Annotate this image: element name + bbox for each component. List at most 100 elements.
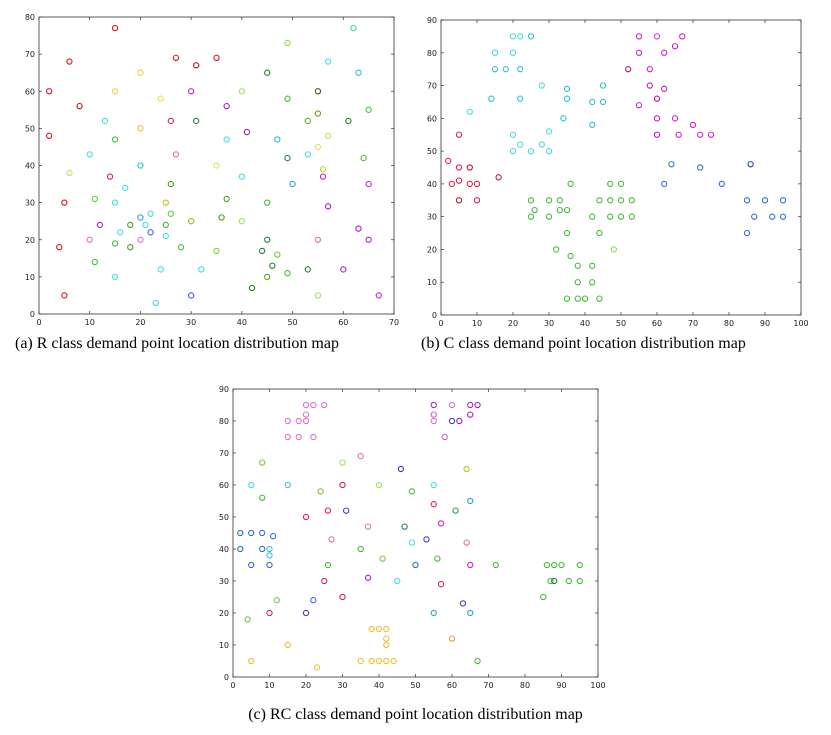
y-tick-label: 20 <box>219 609 229 618</box>
demand-point <box>238 173 246 180</box>
x-tick-label: 50 <box>410 681 420 690</box>
demand-point <box>488 95 495 102</box>
demand-point <box>456 417 463 425</box>
demand-point <box>635 49 643 56</box>
demand-point <box>697 164 704 171</box>
x-tick-label: 20 <box>508 319 518 328</box>
demand-point <box>617 197 625 204</box>
demand-point <box>61 199 68 206</box>
demand-point <box>324 58 332 65</box>
demand-point <box>266 552 273 559</box>
x-tick-label: 20 <box>135 318 145 327</box>
demand-point <box>147 229 154 236</box>
demand-point <box>467 561 474 569</box>
demand-point <box>365 106 372 113</box>
demand-point <box>266 545 273 553</box>
demand-point <box>743 229 751 237</box>
y-tick-label: 40 <box>427 180 437 189</box>
demand-point <box>157 95 164 102</box>
demand-point <box>122 184 129 191</box>
demand-point <box>302 513 310 521</box>
demand-point <box>324 132 332 139</box>
demand-point <box>437 520 445 527</box>
demand-point <box>66 58 73 65</box>
demand-point <box>364 523 372 530</box>
demand-point <box>589 262 596 269</box>
demand-point <box>502 66 509 73</box>
demand-point <box>675 131 682 138</box>
chart-rc-class: 0 10 20 30 40 50 60 70 80 90 100 0 10 20 30 40 50 60 70 80 9… <box>219 385 606 690</box>
demand-point <box>162 199 169 206</box>
demand-point <box>599 98 607 106</box>
demand-point <box>193 62 200 69</box>
demand-point <box>607 213 614 220</box>
demand-point <box>295 417 302 425</box>
y-tick-label: 80 <box>427 49 437 58</box>
demand-point <box>319 173 327 180</box>
demand-point <box>383 657 390 665</box>
demand-point <box>177 244 185 251</box>
caption-rc-class: (c) RC class demand point location distr… <box>248 706 583 723</box>
demand-point <box>302 411 310 418</box>
demand-point <box>317 488 324 495</box>
demand-point <box>357 657 364 665</box>
demand-point <box>617 180 625 188</box>
demand-point <box>111 240 119 247</box>
x-tick-label: 100 <box>590 681 605 690</box>
demand-point <box>238 88 246 95</box>
x-tick-label: 60 <box>338 318 348 327</box>
demand-point <box>360 154 367 162</box>
demand-point <box>448 401 456 409</box>
demand-point <box>574 262 581 269</box>
demand-point <box>321 577 328 585</box>
demand-point <box>106 173 114 180</box>
demand-point <box>779 197 787 204</box>
demand-point <box>302 401 310 409</box>
demand-point <box>689 121 697 129</box>
demand-point <box>517 66 524 73</box>
demand-point <box>111 88 119 95</box>
demand-point <box>467 411 474 418</box>
demand-point <box>375 292 382 299</box>
demand-point <box>563 85 571 92</box>
demand-point <box>137 162 144 169</box>
demand-point <box>668 161 675 168</box>
x-tick-label: 70 <box>688 319 698 328</box>
demand-point <box>661 85 668 92</box>
x-tick-label: 100 <box>793 319 808 328</box>
x-tick-label: 80 <box>724 319 734 328</box>
demand-point <box>671 43 679 50</box>
demand-point <box>527 33 535 40</box>
demand-point <box>459 600 467 607</box>
demand-point <box>474 657 481 665</box>
demand-point <box>310 597 317 604</box>
demand-point <box>596 295 603 302</box>
demand-point <box>779 213 787 220</box>
demand-point <box>563 206 571 214</box>
demand-point <box>111 273 119 281</box>
y-tick-label: 30 <box>25 199 35 208</box>
demand-point <box>313 664 321 671</box>
demand-point <box>284 433 291 441</box>
demand-point <box>383 625 390 633</box>
demand-point <box>558 561 565 569</box>
demand-point <box>556 206 563 214</box>
demand-point <box>269 262 276 269</box>
y-tick-label: 10 <box>427 278 437 287</box>
demand-point <box>545 147 553 155</box>
demand-point <box>551 561 558 569</box>
caption-c-class: (b) C class demand point location distri… <box>421 335 746 352</box>
demand-point <box>142 221 149 229</box>
demand-point <box>646 66 653 73</box>
demand-point <box>289 180 296 188</box>
demand-point <box>368 625 375 633</box>
demand-point <box>551 577 558 585</box>
demand-point <box>390 657 397 665</box>
demand-point <box>538 141 545 148</box>
x-tick-label: 10 <box>85 318 95 327</box>
demand-point <box>751 213 758 220</box>
y-tick-label: 80 <box>219 417 229 426</box>
demand-point <box>661 49 668 56</box>
demand-point <box>355 69 362 76</box>
demand-point <box>357 545 364 553</box>
